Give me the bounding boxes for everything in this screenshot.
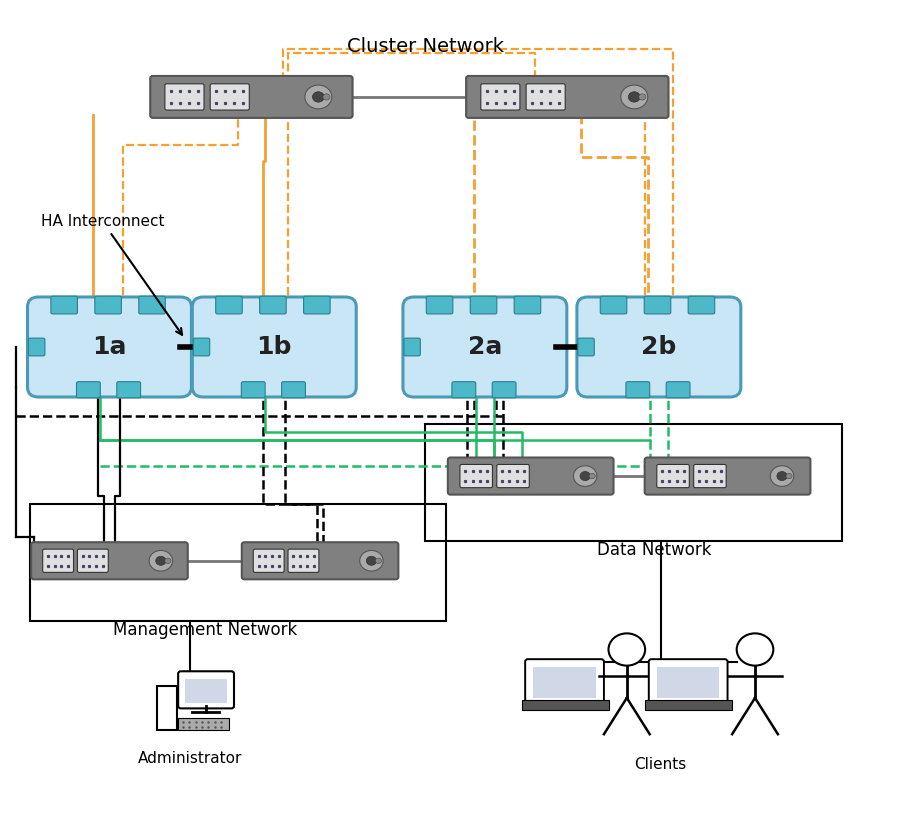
FancyBboxPatch shape (525, 659, 604, 704)
Circle shape (322, 94, 330, 100)
FancyBboxPatch shape (470, 296, 497, 314)
Bar (533, 667, 596, 698)
Circle shape (359, 550, 383, 571)
Circle shape (164, 558, 171, 563)
FancyBboxPatch shape (282, 381, 306, 398)
FancyBboxPatch shape (78, 549, 108, 572)
FancyBboxPatch shape (253, 549, 285, 572)
Bar (657, 667, 719, 698)
FancyBboxPatch shape (304, 296, 330, 314)
FancyBboxPatch shape (192, 297, 357, 397)
FancyBboxPatch shape (116, 381, 140, 398)
Circle shape (771, 465, 794, 487)
FancyBboxPatch shape (460, 465, 492, 487)
FancyBboxPatch shape (492, 381, 516, 398)
Circle shape (156, 557, 166, 566)
FancyBboxPatch shape (77, 381, 101, 398)
FancyBboxPatch shape (497, 465, 529, 487)
FancyBboxPatch shape (578, 338, 594, 356)
Circle shape (149, 550, 173, 571)
Circle shape (609, 633, 645, 666)
Circle shape (574, 465, 597, 487)
FancyBboxPatch shape (29, 338, 45, 356)
FancyBboxPatch shape (649, 659, 727, 704)
Bar (157, 685, 177, 730)
Bar (521, 700, 609, 710)
FancyBboxPatch shape (666, 381, 690, 398)
Circle shape (312, 92, 324, 102)
FancyBboxPatch shape (178, 672, 234, 708)
FancyBboxPatch shape (28, 297, 191, 397)
FancyBboxPatch shape (404, 338, 420, 356)
FancyBboxPatch shape (210, 84, 249, 110)
FancyBboxPatch shape (644, 296, 671, 314)
FancyBboxPatch shape (426, 296, 453, 314)
FancyBboxPatch shape (31, 542, 188, 579)
Text: HA Interconnect: HA Interconnect (41, 214, 182, 335)
FancyBboxPatch shape (601, 296, 626, 314)
FancyBboxPatch shape (51, 296, 78, 314)
Text: Data Network: Data Network (597, 540, 711, 558)
Text: 1a: 1a (92, 335, 127, 359)
Text: Administrator: Administrator (138, 751, 242, 766)
FancyBboxPatch shape (43, 549, 74, 572)
Bar (645, 700, 732, 710)
Circle shape (305, 85, 332, 109)
Text: 1b: 1b (257, 335, 292, 359)
Text: Clients: Clients (635, 756, 687, 772)
Circle shape (777, 472, 787, 481)
Text: 2b: 2b (641, 335, 676, 359)
FancyBboxPatch shape (694, 465, 726, 487)
Circle shape (638, 94, 646, 100)
Text: Cluster Network: Cluster Network (346, 37, 504, 56)
FancyBboxPatch shape (466, 76, 668, 118)
Circle shape (366, 557, 377, 566)
Bar (178, 718, 228, 730)
FancyBboxPatch shape (151, 76, 353, 118)
FancyBboxPatch shape (288, 549, 319, 572)
Bar (425, 424, 842, 540)
FancyBboxPatch shape (95, 296, 121, 314)
FancyBboxPatch shape (403, 297, 566, 397)
FancyBboxPatch shape (164, 84, 204, 110)
Bar (30, 504, 446, 621)
FancyBboxPatch shape (241, 381, 265, 398)
FancyBboxPatch shape (645, 457, 810, 495)
FancyBboxPatch shape (577, 297, 741, 397)
FancyBboxPatch shape (139, 296, 165, 314)
FancyBboxPatch shape (260, 296, 286, 314)
FancyBboxPatch shape (242, 542, 398, 579)
FancyBboxPatch shape (452, 381, 476, 398)
Circle shape (736, 633, 773, 666)
Text: 2a: 2a (468, 335, 502, 359)
FancyBboxPatch shape (480, 84, 520, 110)
Circle shape (580, 472, 590, 481)
FancyBboxPatch shape (448, 457, 614, 495)
FancyBboxPatch shape (215, 296, 242, 314)
FancyBboxPatch shape (657, 465, 689, 487)
Circle shape (621, 85, 648, 109)
FancyBboxPatch shape (514, 296, 541, 314)
Circle shape (628, 92, 640, 102)
FancyBboxPatch shape (626, 381, 650, 398)
Circle shape (590, 474, 595, 478)
FancyBboxPatch shape (193, 338, 210, 356)
FancyBboxPatch shape (526, 84, 565, 110)
FancyBboxPatch shape (688, 296, 715, 314)
Text: Management Network: Management Network (113, 621, 297, 639)
Bar (186, 679, 226, 703)
Circle shape (786, 474, 792, 478)
Circle shape (375, 558, 382, 563)
